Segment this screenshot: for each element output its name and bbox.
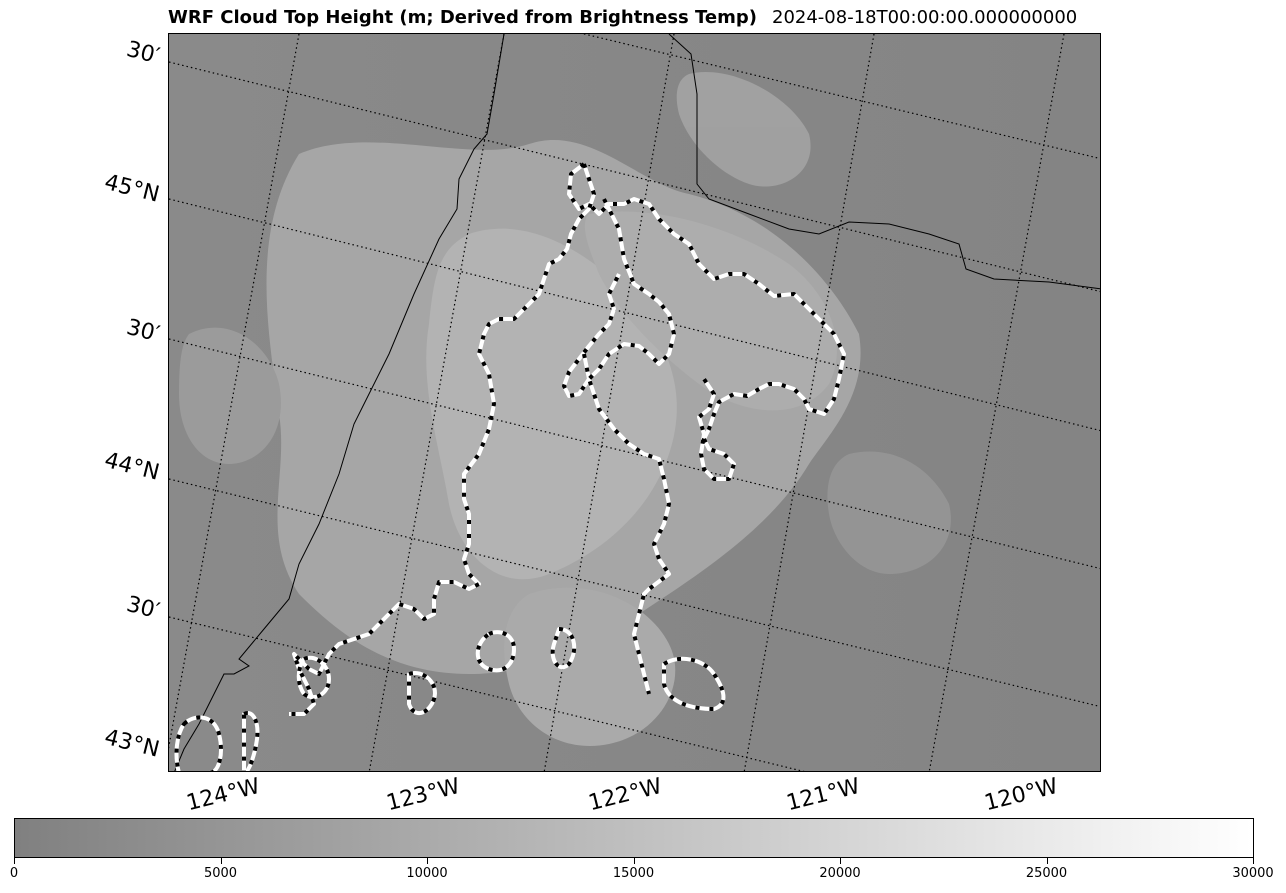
contour-dash — [407, 671, 437, 715]
cloud-region — [584, 211, 837, 411]
lat-label: 30′ — [123, 592, 163, 625]
colorbar-tick — [840, 858, 841, 864]
cloud-region — [827, 451, 951, 574]
map-canvas — [169, 34, 1100, 771]
cloud-contours — [174, 162, 846, 771]
colorbar-tick-label: 25000 — [1025, 866, 1068, 881]
lat-line — [581, 34, 1100, 160]
lon-label: 122°W — [586, 773, 665, 817]
cloud-field-regions — [179, 72, 951, 746]
contour-line — [289, 163, 596, 716]
lat-label: 44°N — [101, 448, 162, 486]
lat-label: 43°N — [101, 725, 162, 763]
contour-dash — [662, 656, 726, 711]
contour-dash — [582, 353, 671, 695]
cloud-region — [426, 228, 677, 580]
colorbar-tick-label: 5000 — [203, 866, 238, 881]
contour-line — [242, 711, 260, 771]
lon-label: 121°W — [784, 773, 863, 817]
contour-line — [174, 715, 223, 771]
map-panel[interactable] — [168, 33, 1101, 772]
colorbar-tick-label: 10000 — [406, 866, 448, 881]
colorbar-tick — [1046, 858, 1048, 864]
lat-label: 30′ — [123, 37, 163, 70]
colorbar-tick-label: 0 — [9, 866, 19, 881]
lon-line — [928, 34, 1065, 771]
lon-line — [169, 34, 300, 749]
lat-line — [169, 198, 1100, 432]
colorbar-tick — [427, 858, 428, 864]
contour-dash — [296, 655, 331, 700]
colorbar-tick-label: 20000 — [819, 866, 861, 881]
lat-label: 30′ — [123, 315, 163, 348]
colorbar-tick — [633, 858, 635, 864]
contour-dash — [550, 627, 577, 670]
contour-dash — [475, 630, 516, 673]
colorbar-tick — [1253, 858, 1254, 864]
map-timestamp: 2024-08-18T00:00:00.000000000 — [772, 7, 1078, 28]
colorbar — [14, 818, 1254, 858]
lon-label: 120°W — [982, 773, 1061, 817]
graticule — [169, 34, 1100, 771]
lon-label: 123°W — [384, 773, 463, 817]
colorbar-tick-label: 30000 — [1232, 866, 1274, 881]
lon-line — [368, 34, 505, 771]
contour-dash — [562, 198, 676, 398]
cloud-region — [676, 72, 811, 187]
contour-dash — [567, 162, 846, 481]
coastline-path — [174, 34, 505, 771]
colorbar-tick — [14, 858, 15, 864]
colorbar-tick-label: 15000 — [612, 866, 655, 881]
lat-label: 45°N — [101, 170, 162, 208]
cloud-region — [504, 587, 676, 746]
map-title: WRF Cloud Top Height (m; Derived from Br… — [168, 7, 757, 28]
coastline — [174, 34, 1100, 771]
cloud-region — [179, 327, 281, 464]
lon-label: 124°W — [184, 773, 263, 817]
colorbar-tick — [220, 858, 222, 864]
state-border — [668, 34, 1100, 290]
